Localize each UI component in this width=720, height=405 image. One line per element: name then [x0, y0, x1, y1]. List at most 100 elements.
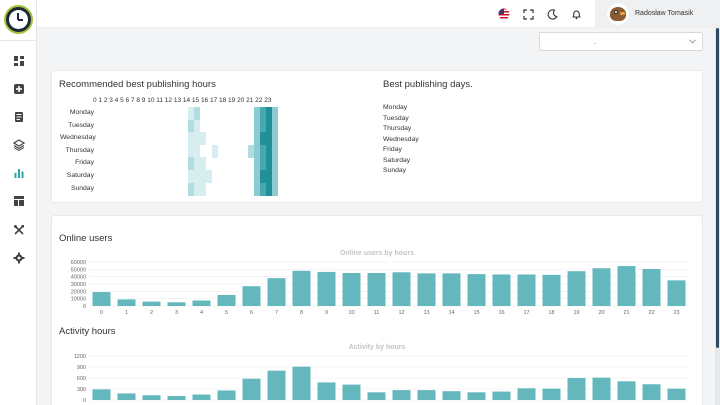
- heatmap-cell: [254, 132, 260, 146]
- gear-icon: [13, 252, 24, 264]
- heatmap-cell: [266, 107, 272, 120]
- online-users-title: Online users: [59, 233, 113, 244]
- bar: [667, 388, 686, 400]
- scrollbar-thumb[interactable]: [716, 28, 719, 348]
- heatmap-cell: [254, 157, 260, 171]
- bar: [117, 299, 136, 306]
- layout-icon: [13, 196, 24, 206]
- heatmap-cell: [260, 119, 266, 133]
- best-day-item: Saturday: [383, 156, 411, 164]
- sidebar-item-dashboard[interactable]: [0, 51, 37, 71]
- sidebar-item-layers[interactable]: [0, 135, 37, 155]
- bar: [442, 273, 461, 306]
- heatmap-cell: [194, 170, 200, 183]
- page-scrollbar[interactable]: [715, 28, 720, 405]
- x-tick-label: 19: [573, 310, 579, 316]
- x-tick-label: 9: [325, 310, 328, 316]
- heatmap-cell: [272, 119, 278, 133]
- heatmap-cell: [272, 132, 278, 146]
- heatmap-cell: [212, 144, 218, 158]
- chart-title: Activity by hours: [349, 344, 406, 351]
- sidebar-item-settings[interactable]: [0, 248, 37, 268]
- user-name: Radosław Tomasik: [635, 10, 694, 17]
- user-menu[interactable]: Radosław Tomasik: [595, 0, 720, 27]
- heatmap-cell: [188, 170, 194, 183]
- bar: [592, 377, 611, 400]
- bar: [642, 384, 661, 400]
- heatmap-cell: [254, 182, 260, 196]
- best-day-item: Thursday: [383, 125, 412, 132]
- x-tick-label: 11: [374, 310, 380, 316]
- y-tick-label: 10000: [71, 297, 86, 303]
- clock-logo-icon[interactable]: [4, 5, 33, 34]
- sidebar-item-layout[interactable]: [0, 191, 37, 211]
- heatmap-cell: [194, 182, 200, 196]
- bell-icon: [571, 10, 581, 19]
- account-select-value: .: [594, 37, 597, 46]
- best-hours-title: Recommended best publishing hours: [59, 79, 216, 90]
- bar: [467, 274, 486, 306]
- bar: [192, 300, 211, 306]
- sidebar-item-documents[interactable]: [0, 107, 37, 127]
- account-select[interactable]: .: [539, 32, 703, 51]
- language-button[interactable]: [497, 7, 511, 21]
- y-tick-label: 40000: [71, 275, 86, 281]
- x-tick-label: 5: [225, 310, 228, 316]
- tools-icon: [13, 225, 24, 235]
- heatmap-cell: [266, 132, 272, 146]
- x-tick-label: 23: [673, 310, 679, 316]
- x-tick-label: 10: [348, 310, 354, 316]
- heatmap-cell: [254, 107, 260, 120]
- fullscreen-button[interactable]: [521, 7, 535, 21]
- best-days-title: Best publishing days.: [383, 79, 473, 90]
- x-tick-label: 6: [250, 310, 253, 316]
- y-tick-label: 0: [83, 304, 86, 310]
- x-tick-label: 13: [423, 310, 429, 316]
- sidebar-item-add[interactable]: [0, 79, 37, 99]
- bar: [492, 391, 511, 400]
- chevron-down-icon: [689, 39, 696, 44]
- heatmap-cell: [266, 182, 272, 196]
- bar: [517, 274, 536, 306]
- heatmap-day-label: Monday: [69, 109, 94, 116]
- bar: [642, 268, 661, 306]
- x-tick-label: 18: [548, 310, 554, 316]
- activity-chart: Activity by hours 0 300 600 900 1200: [74, 344, 689, 404]
- heatmap-cell: [200, 170, 206, 183]
- heatmap-cell: [194, 132, 200, 146]
- heatmap-cell: [188, 157, 194, 171]
- bar: [92, 389, 111, 400]
- bar: [242, 378, 261, 400]
- notifications-button[interactable]: [569, 7, 583, 21]
- y-tick-label: 300: [77, 387, 86, 393]
- bar: [192, 394, 211, 400]
- sidebar-item-tools[interactable]: [0, 220, 37, 240]
- x-tick-label: 4: [200, 310, 203, 316]
- bar: [317, 271, 336, 306]
- heatmap-cell: [260, 107, 266, 120]
- x-tick-label: 16: [498, 310, 504, 316]
- dashboard-icon: [13, 56, 24, 66]
- us-flag-icon: [498, 8, 510, 20]
- y-tick-label: 900: [77, 365, 86, 371]
- best-day-item: Monday: [383, 104, 408, 111]
- bar: [292, 270, 311, 306]
- y-tick-label: 30000: [71, 282, 86, 288]
- heatmap-cell: [266, 144, 272, 158]
- y-tick-label: 0: [83, 398, 86, 404]
- bar: [267, 370, 286, 400]
- y-tick-label: 20000: [71, 289, 86, 295]
- bar: [667, 280, 686, 306]
- heatmap-cell: [206, 170, 212, 183]
- heatmap-cell: [188, 132, 194, 146]
- dark-mode-button[interactable]: [545, 7, 559, 21]
- sidebar-item-statistics[interactable]: [0, 163, 37, 183]
- x-tick-label: 2: [150, 310, 153, 316]
- heatmap-day-label: Sunday: [70, 184, 94, 192]
- bar: [317, 382, 336, 400]
- bar: [342, 273, 361, 306]
- y-tick-label: 1200: [74, 354, 86, 360]
- bar: [442, 391, 461, 400]
- bar-chart-icon: [14, 169, 23, 178]
- heatmap-cell: [200, 157, 206, 171]
